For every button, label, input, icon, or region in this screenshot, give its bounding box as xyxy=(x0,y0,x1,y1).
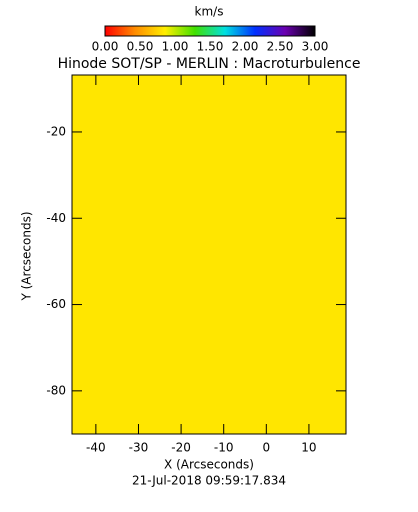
y-axis-label: Y (Arcseconds) xyxy=(20,211,34,301)
colorbar xyxy=(104,25,316,37)
footer: 21-Jul-2018 09:59:17.834 xyxy=(132,474,286,488)
x-tick-label: -40 xyxy=(86,441,106,455)
colorbar-tick-label: 1.00 xyxy=(162,40,189,54)
x-tick-label: -10 xyxy=(214,441,234,455)
y-tick-label: -40 xyxy=(46,211,66,225)
colorbar-tick-label: 2.50 xyxy=(267,40,294,54)
x-tick-label: 10 xyxy=(301,441,316,455)
y-tick-label: -20 xyxy=(46,124,66,138)
y-tick-label: -80 xyxy=(46,383,66,397)
colorbar-tick-label: 0.50 xyxy=(127,40,154,54)
x-tick-label: 0 xyxy=(262,441,270,455)
x-tick-label: -30 xyxy=(129,441,149,455)
heatmap-image xyxy=(72,75,346,434)
colorbar-tick-label: 2.00 xyxy=(232,40,259,54)
colorbar-label: km/s xyxy=(195,5,224,19)
x-axis-label: X (Arcseconds) xyxy=(164,458,254,472)
x-tick-label: -20 xyxy=(171,441,191,455)
colorbar-tick-label: 3.00 xyxy=(302,40,329,54)
colorbar-tick-label: 1.50 xyxy=(197,40,224,54)
y-tick-label: -60 xyxy=(46,297,66,311)
chart-title: Hinode SOT/SP - MERLIN : Macroturbulence xyxy=(58,56,361,72)
plot-frame xyxy=(71,74,347,435)
colorbar-tick-label: 0.00 xyxy=(92,40,119,54)
